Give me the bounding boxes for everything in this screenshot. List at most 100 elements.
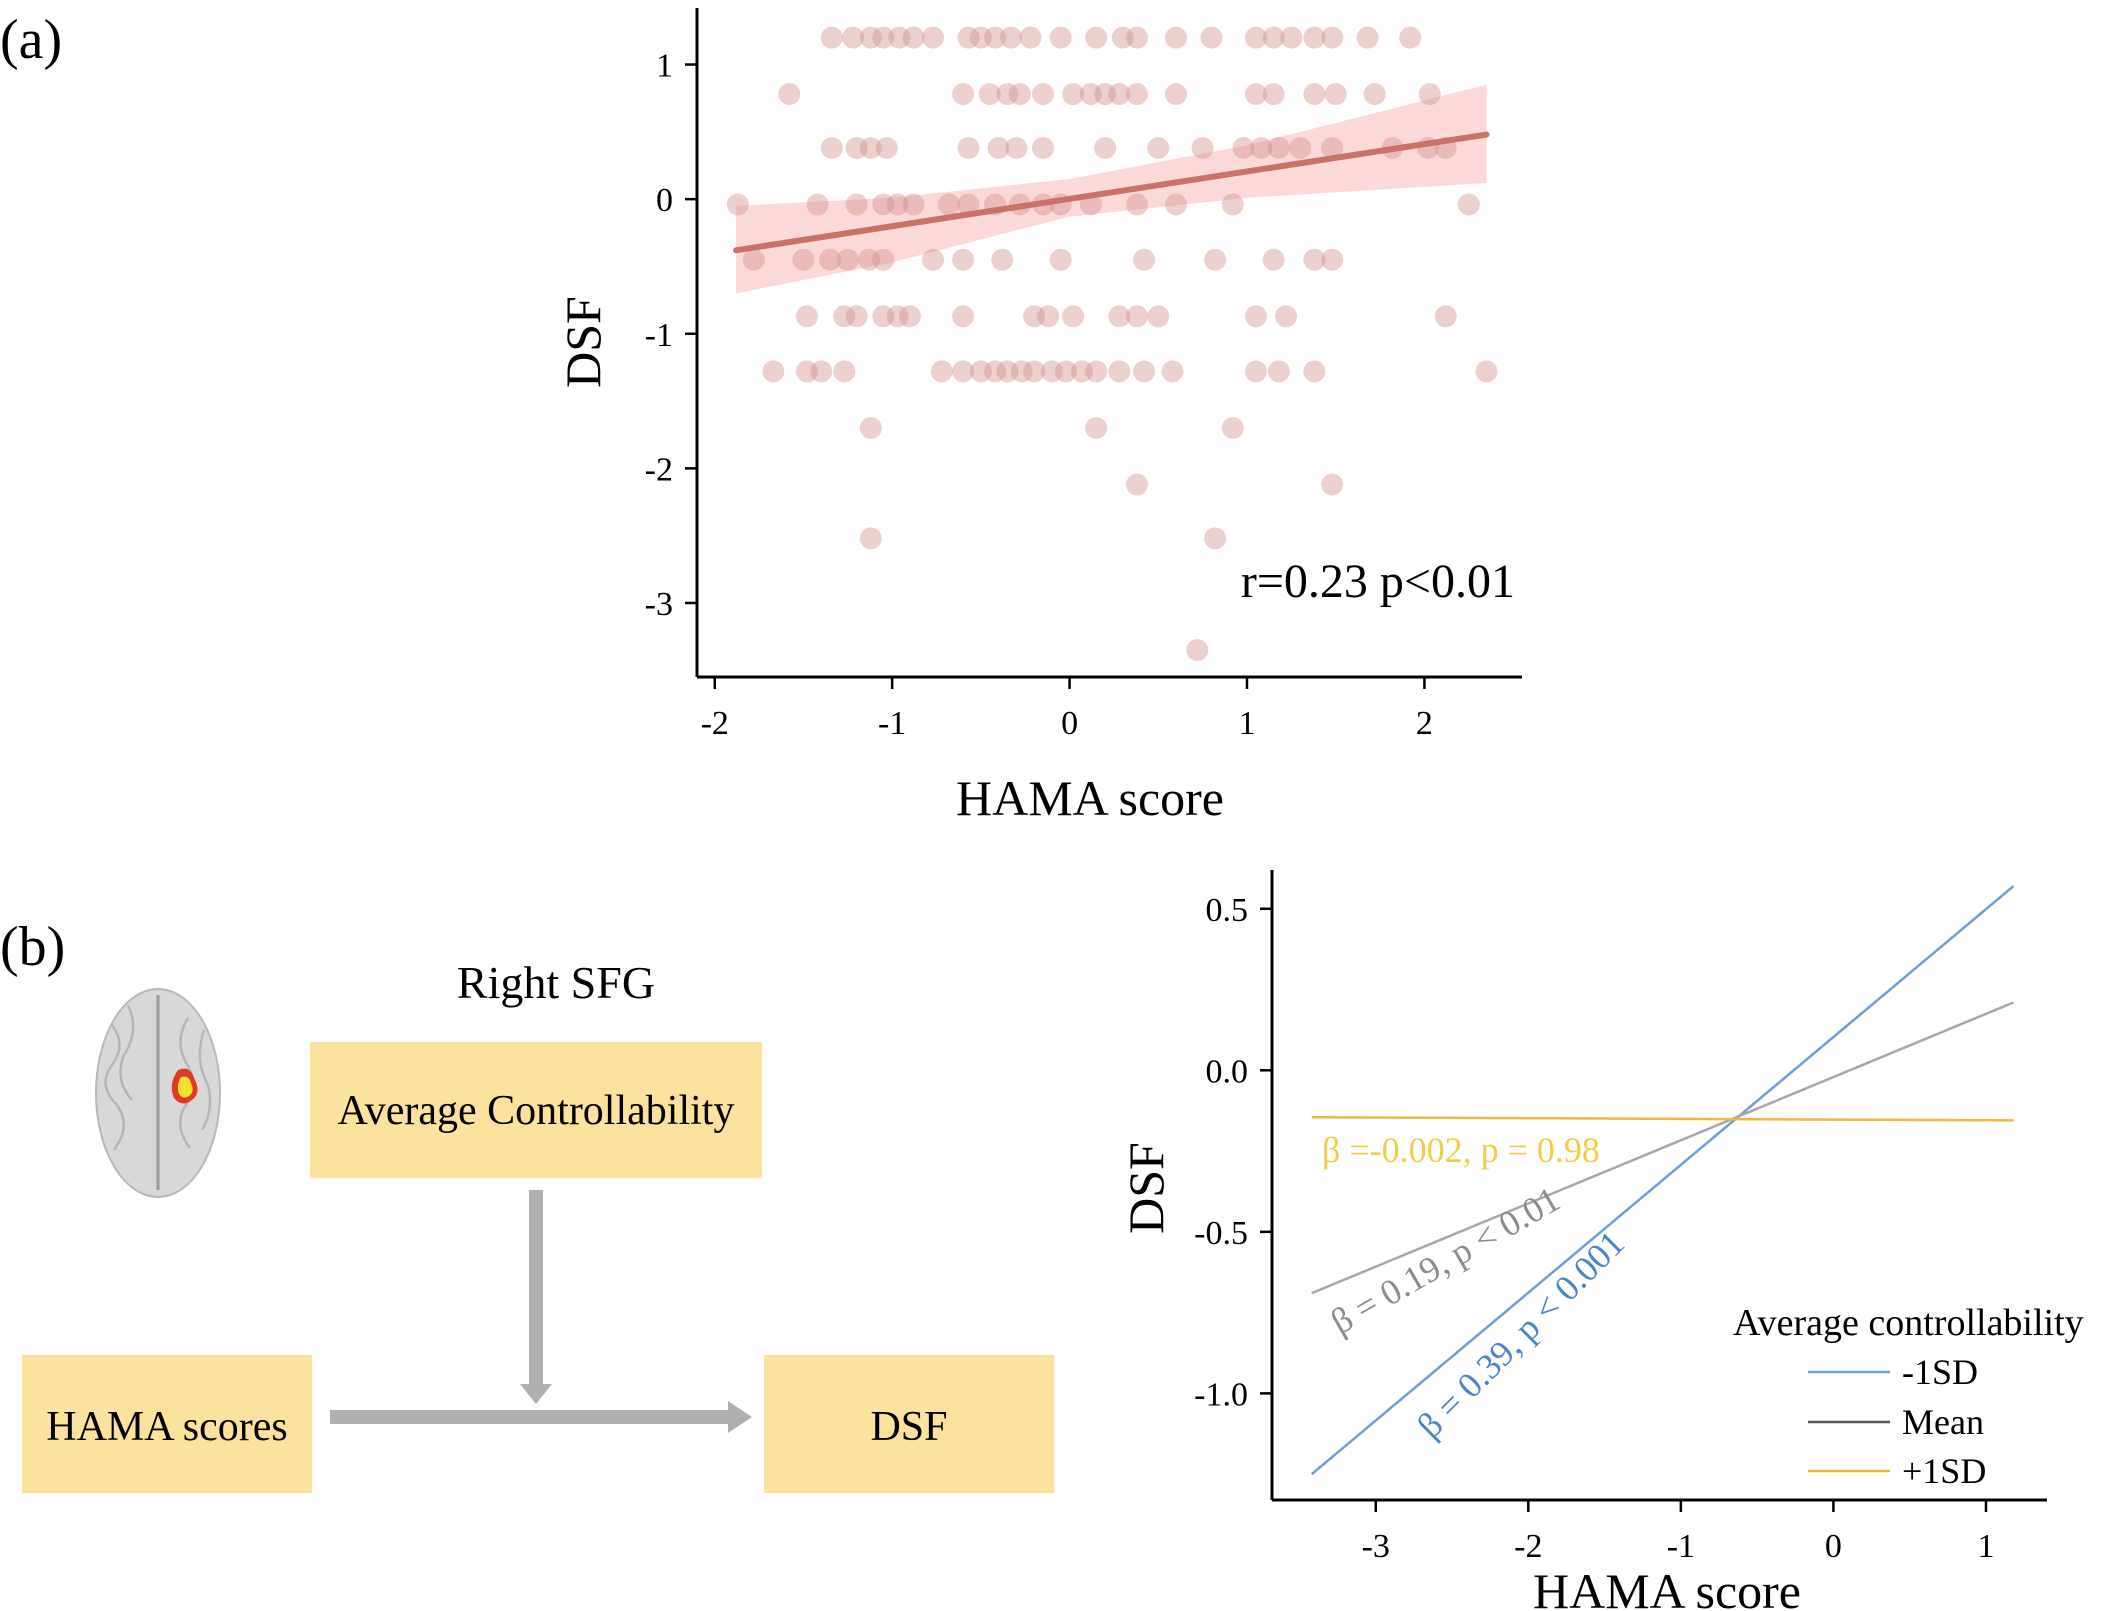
scatter-point <box>1244 83 1267 106</box>
scatter-point <box>1094 83 1117 106</box>
confidence-band <box>736 84 1487 294</box>
scatter-chart: -2 -1 0 1 2 1 0 -1 -2 -3 HAMA score DSF r=0.23 p… <box>555 8 1522 826</box>
scatter-point <box>978 83 1001 106</box>
scatter-point <box>1032 83 1054 106</box>
scatter-point <box>1126 26 1148 49</box>
scatter-point <box>1267 360 1290 383</box>
scatter-point <box>1280 26 1303 49</box>
scatter-point <box>969 26 992 49</box>
scatter-point <box>806 193 829 216</box>
panel-a-label: (a) <box>0 9 62 71</box>
scatter-point <box>833 360 856 383</box>
x-tick-group: -2 -1 0 1 2 <box>701 677 1433 742</box>
scatter-point <box>778 83 801 106</box>
predictor-box <box>22 1355 312 1493</box>
scatter-point <box>875 137 898 159</box>
scatter-point <box>872 248 895 271</box>
scatter-point <box>1244 26 1267 49</box>
scatter-point <box>845 137 868 159</box>
scatter-point <box>1321 248 1344 271</box>
scatter-point <box>1204 248 1227 271</box>
scatter-point <box>1262 26 1285 49</box>
scatter-point <box>833 305 856 328</box>
scatter-point <box>930 360 953 383</box>
scatter-point <box>952 360 975 383</box>
y-tick-label: -3 <box>645 586 673 623</box>
scatter-point <box>1221 193 1244 216</box>
scatter-point <box>859 137 882 159</box>
scatter-point <box>1303 83 1326 106</box>
scatter-point <box>898 305 921 328</box>
scatter-point <box>1244 305 1267 328</box>
scatter-point <box>1262 248 1285 271</box>
scatter-point <box>842 26 865 49</box>
moderator-box <box>310 1042 762 1178</box>
scatter-point <box>937 193 960 216</box>
scatter-point <box>845 193 868 216</box>
scatter-point <box>1165 26 1187 49</box>
b-y-tick-label: -1.0 <box>1194 1376 1248 1413</box>
scatter-point <box>1457 193 1480 216</box>
scatter-point <box>819 248 842 271</box>
b-x-axis-label: HAMA score <box>1533 1563 1801 1611</box>
scatter-point <box>1303 26 1326 49</box>
scatter-point <box>1133 360 1156 383</box>
scatter-point <box>1356 26 1379 49</box>
scatter-point <box>1023 305 1046 328</box>
scatter-point <box>996 360 1019 383</box>
scatter-point <box>987 137 1010 159</box>
scatter-point <box>1005 137 1028 159</box>
scatter-point <box>872 193 895 216</box>
legend: Average controllability -1SD Mean +1SD <box>1733 1302 2084 1491</box>
scatter-point <box>1363 83 1386 106</box>
scatter-point <box>1040 360 1063 383</box>
b-x-tick-group: -3 -2 -1 0 1 <box>1362 1500 1994 1565</box>
b-x-tick-label: 1 <box>1977 1528 1994 1565</box>
scatter-point <box>1221 417 1244 439</box>
scatter-point <box>836 248 859 271</box>
scatter-point <box>902 193 925 216</box>
scatter-point <box>742 248 765 271</box>
x-axis-label: HAMA score <box>956 770 1224 826</box>
scatter-point <box>1289 137 1312 159</box>
b-y-tick-label: 0.0 <box>1206 1053 1249 1090</box>
moderation-arrow-vertical <box>520 1190 552 1404</box>
moderator-label: Average Controllability <box>338 1088 735 1134</box>
scatter-point <box>1049 248 1072 271</box>
scatter-point <box>726 193 749 216</box>
scatter-point <box>1049 26 1072 49</box>
scatter-point <box>1321 137 1344 159</box>
scatter-point <box>1032 137 1054 159</box>
b-y-tick-label: 0.5 <box>1206 892 1249 929</box>
scatter-point <box>1108 305 1131 328</box>
y-axis-label: DSF <box>555 296 611 388</box>
scatter-point <box>792 248 815 271</box>
scatter-point <box>1037 305 1060 328</box>
scatter-point <box>957 26 980 49</box>
scatter-point <box>1232 137 1255 159</box>
scatter-point <box>859 417 882 439</box>
x-tick-label: -1 <box>878 705 906 742</box>
y-tick-group: 1 0 -1 -2 -3 <box>645 48 697 623</box>
x-tick-label: 1 <box>1239 705 1256 742</box>
scatter-point <box>991 248 1014 271</box>
scatter-point <box>922 248 944 271</box>
scatter-point <box>886 193 909 216</box>
scatter-point <box>1262 83 1285 106</box>
scatter-point <box>1418 83 1441 106</box>
scatter-point <box>1062 305 1085 328</box>
scatter-point <box>1000 26 1022 49</box>
scatter-point <box>1434 305 1457 328</box>
scatter-point <box>1071 360 1093 383</box>
scatter-point <box>1165 83 1187 106</box>
scatter-point <box>1303 360 1326 383</box>
scatter-point <box>1161 360 1184 383</box>
series-line-mean <box>1311 1001 2014 1295</box>
scatter-point <box>886 305 909 328</box>
scatter-point <box>1200 26 1223 49</box>
scatter-point <box>1324 83 1347 106</box>
y-tick-label: -1 <box>645 317 673 354</box>
scatter-point <box>1085 360 1108 383</box>
legend-label-mean: Mean <box>1902 1402 1984 1442</box>
diagram-title: Right SFG <box>457 957 655 1008</box>
